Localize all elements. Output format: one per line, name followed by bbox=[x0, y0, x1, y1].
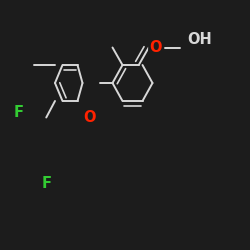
Text: OH: OH bbox=[188, 32, 212, 48]
Text: F: F bbox=[14, 105, 24, 120]
FancyBboxPatch shape bbox=[83, 110, 97, 126]
FancyBboxPatch shape bbox=[148, 39, 162, 56]
FancyBboxPatch shape bbox=[191, 32, 210, 48]
Text: O: O bbox=[149, 40, 161, 55]
Text: O: O bbox=[84, 110, 96, 125]
Text: F: F bbox=[41, 176, 51, 191]
FancyBboxPatch shape bbox=[12, 104, 26, 120]
FancyBboxPatch shape bbox=[40, 176, 53, 192]
